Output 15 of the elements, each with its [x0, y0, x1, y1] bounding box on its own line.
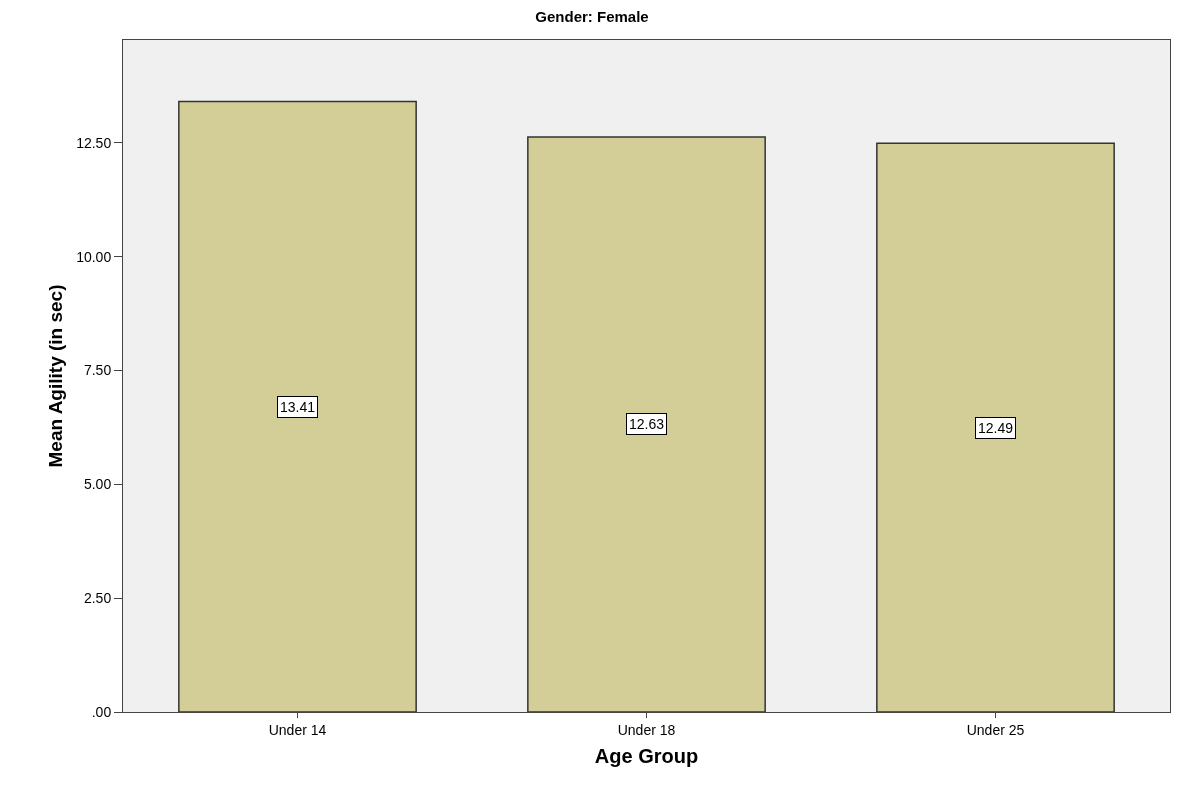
- y-tick-label: 2.50: [83, 590, 112, 607]
- x-tick-label: Under 14: [268, 721, 327, 738]
- y-tick-label: 10.00: [76, 248, 112, 265]
- data-label: 12.63: [629, 416, 665, 432]
- chart-title: Gender: Female: [535, 8, 649, 26]
- x-tick-label: Under 18: [617, 721, 676, 738]
- y-tick-label: 12.50: [76, 134, 112, 151]
- x-tick-label: Under 25: [966, 721, 1025, 738]
- data-label: 13.41: [280, 399, 316, 415]
- x-axis-title: Age Group: [594, 745, 699, 768]
- y-tick-label: 7.50: [83, 362, 112, 379]
- y-axis-title: Mean Agility (in sec): [45, 284, 66, 468]
- y-tick-label: 5.00: [83, 476, 112, 493]
- y-tick-label: .00: [91, 703, 112, 720]
- data-label: 12.49: [978, 420, 1014, 436]
